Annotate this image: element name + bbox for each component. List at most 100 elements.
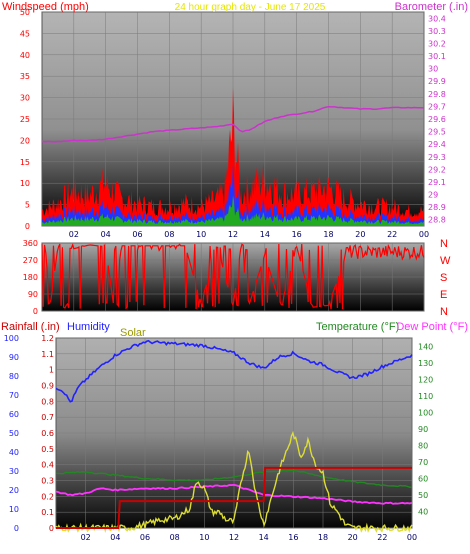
windspeed-tick-label: 50 bbox=[20, 8, 30, 17]
rainfall-tick-label: 0.9 bbox=[41, 382, 54, 391]
x-tick-label: 22 bbox=[387, 230, 397, 239]
rainfall-tick-label: 0.7 bbox=[41, 413, 54, 422]
rainfall-tick-label: 0.5 bbox=[41, 445, 54, 454]
x-tick-label: 00 bbox=[419, 230, 429, 239]
humidity-axis-label: Humidity bbox=[67, 321, 110, 333]
rainfall-tick-label: 0.8 bbox=[41, 397, 54, 406]
barometer-line bbox=[41, 105, 425, 143]
compass-label: W bbox=[440, 255, 451, 267]
x-tick-label: 22 bbox=[377, 533, 387, 542]
temperature-tick-label: 110 bbox=[418, 392, 433, 401]
x-tick-label: 12 bbox=[228, 230, 238, 239]
windspeed-tick-label: 15 bbox=[20, 158, 30, 167]
barometer-tick-label: 30.1 bbox=[428, 52, 446, 61]
x-tick-label: 10 bbox=[199, 533, 209, 542]
temperature-tick-label: 100 bbox=[418, 408, 433, 417]
barometer-tick-label: 29.5 bbox=[428, 128, 446, 137]
x-tick-label: 16 bbox=[288, 533, 298, 542]
x-tick-label: 00 bbox=[407, 533, 417, 542]
temperature-tick-label: 70 bbox=[418, 458, 428, 467]
humidity-line bbox=[55, 339, 413, 403]
barometer-tick-label: 30.2 bbox=[428, 39, 446, 48]
windspeed-tick-label: 10 bbox=[20, 179, 30, 188]
rainfall-tick-label: 1.2 bbox=[41, 334, 54, 343]
windspeed-tick-label: 5 bbox=[25, 201, 30, 210]
windspeed-tick-label: 40 bbox=[20, 51, 30, 60]
x-tick-label: 14 bbox=[259, 533, 269, 542]
barometer-tick-label: 29.3 bbox=[428, 153, 446, 162]
rainfall-tick-label: 0.1 bbox=[41, 508, 54, 517]
windspeed-axis-label: Windspeed (mph) bbox=[2, 1, 89, 13]
x-tick-label: 18 bbox=[318, 533, 328, 542]
rainfall-axis-label: Rainfall (.in) bbox=[1, 321, 60, 333]
compass-label: S bbox=[440, 272, 447, 284]
direction-tick-label: 180 bbox=[23, 273, 38, 282]
humidity-tick-label: 40 bbox=[9, 448, 19, 457]
barometer-tick-label: 29.2 bbox=[428, 165, 446, 174]
windspeed-tick-label: 20 bbox=[20, 136, 30, 145]
x-tick-label: 14 bbox=[260, 230, 270, 239]
rainfall-tick-label: 1.1 bbox=[41, 350, 54, 359]
x-tick-label: 02 bbox=[81, 533, 91, 542]
rainfall-tick-label: 0.3 bbox=[41, 477, 54, 486]
rainfall-line bbox=[56, 466, 412, 529]
temperature-tick-label: 120 bbox=[418, 375, 433, 384]
windspeed-tick-label: 35 bbox=[20, 72, 30, 81]
barometer-tick-label: 30 bbox=[428, 65, 438, 74]
x-tick-label: 16 bbox=[292, 230, 302, 239]
temperature-tick-label: 130 bbox=[418, 359, 433, 368]
humidity-tick-label: 20 bbox=[9, 486, 19, 495]
temperature-tick-label: 140 bbox=[418, 342, 433, 351]
barometer-tick-label: 28.8 bbox=[428, 216, 446, 225]
rainfall-tick-label: 0.2 bbox=[41, 492, 54, 501]
x-tick-label: 20 bbox=[355, 230, 365, 239]
dewpoint-axis-label: Dew Point (°F) bbox=[396, 321, 468, 333]
barometer-tick-label: 29 bbox=[428, 191, 438, 200]
humidity-tick-label: 70 bbox=[9, 391, 19, 400]
humidity-tick-label: 60 bbox=[9, 410, 19, 419]
humidity-tick-label: 10 bbox=[9, 505, 19, 514]
barometer-tick-label: 29.8 bbox=[428, 90, 446, 99]
temperature-tick-label: 60 bbox=[418, 474, 428, 483]
barometer-tick-label: 29.6 bbox=[428, 115, 446, 124]
temperature-axis-label: Temperature (°F) bbox=[316, 321, 399, 333]
x-tick-label: 20 bbox=[348, 533, 358, 542]
wind-direction-line bbox=[41, 243, 425, 310]
barometer-tick-label: 29.1 bbox=[428, 178, 446, 187]
compass-label: N bbox=[440, 306, 448, 318]
temperature-tick-label: 90 bbox=[418, 425, 428, 434]
barometer-tick-label: 29.9 bbox=[428, 77, 446, 86]
x-tick-label: 18 bbox=[323, 230, 333, 239]
humidity-tick-label: 90 bbox=[9, 353, 19, 362]
temperature-tick-label: 50 bbox=[418, 491, 428, 500]
barometer-tick-label: 29.4 bbox=[428, 140, 446, 149]
solar-axis-label: Solar bbox=[120, 327, 146, 339]
barometer-tick-label: 29.7 bbox=[428, 102, 446, 111]
x-tick-label: 08 bbox=[170, 533, 180, 542]
x-tick-label: 02 bbox=[69, 230, 79, 239]
barometer-tick-label: 28.9 bbox=[428, 203, 446, 212]
humidity-tick-label: 0 bbox=[14, 524, 19, 533]
humidity-tick-label: 80 bbox=[9, 372, 19, 381]
direction-tick-label: 270 bbox=[23, 256, 38, 265]
windspeed-tick-label: 25 bbox=[20, 115, 30, 124]
humidity-tick-label: 100 bbox=[4, 334, 19, 343]
temperature-tick-label: 80 bbox=[418, 441, 428, 450]
temperature-line bbox=[55, 469, 413, 488]
humidity-tick-label: 30 bbox=[9, 467, 19, 476]
windspeed-tick-label: 0 bbox=[25, 222, 30, 231]
windspeed-tick-label: 45 bbox=[20, 29, 30, 38]
dew-point-line bbox=[55, 484, 413, 505]
direction-tick-label: 0 bbox=[33, 307, 38, 316]
x-tick-label: 04 bbox=[110, 533, 120, 542]
barometer-tick-label: 30.4 bbox=[428, 14, 446, 23]
x-tick-label: 04 bbox=[101, 230, 111, 239]
compass-label: E bbox=[440, 289, 447, 301]
chart-title: 24 hour graph day - June 17 2025 bbox=[175, 2, 326, 13]
windspeed-tick-label: 30 bbox=[20, 94, 30, 103]
compass-label: N bbox=[440, 238, 448, 250]
x-tick-label: 06 bbox=[132, 230, 142, 239]
barometer-axis-label: Barometer (.in) bbox=[395, 1, 468, 13]
rainfall-tick-label: 0.6 bbox=[41, 429, 54, 438]
